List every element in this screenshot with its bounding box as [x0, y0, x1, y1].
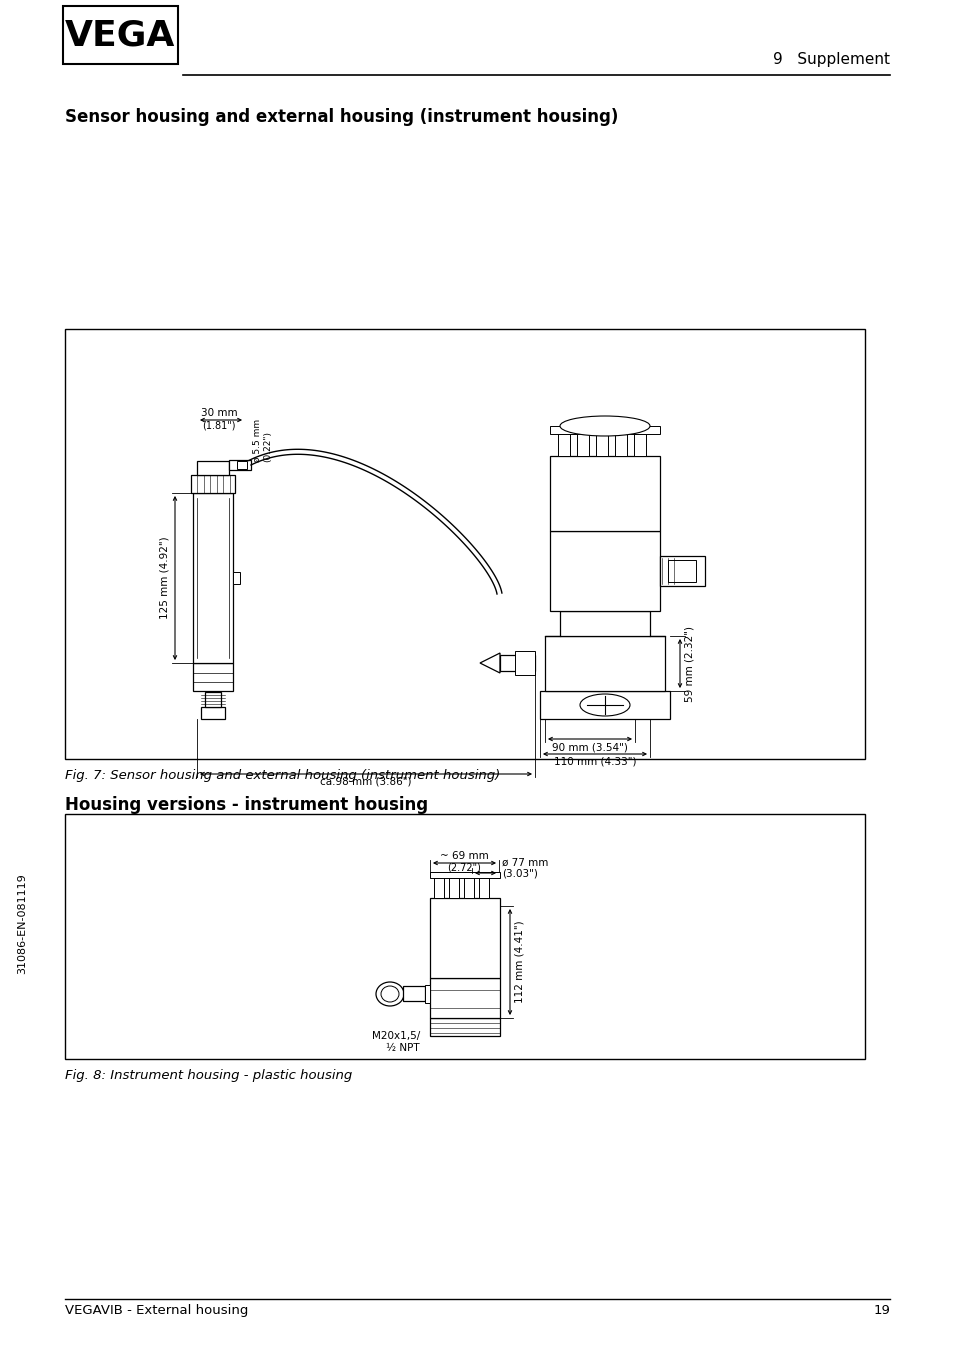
Text: 31086-EN-081119: 31086-EN-081119 [17, 873, 27, 975]
Text: Fig. 8: Instrument housing - plastic housing: Fig. 8: Instrument housing - plastic hou… [65, 1070, 352, 1082]
Text: ~ 69 mm: ~ 69 mm [439, 852, 488, 861]
Text: (2.72"): (2.72") [447, 862, 480, 872]
Text: ø 5.5 mm
(0.22"): ø 5.5 mm (0.22") [253, 418, 273, 462]
Bar [577, 435, 588, 456]
Bar [659, 556, 704, 586]
Bar [196, 460, 229, 475]
Text: M20x1,5/
½ NPT: M20x1,5/ ½ NPT [372, 1030, 419, 1052]
Bar [544, 636, 664, 691]
Bar [596, 435, 607, 456]
Bar [667, 561, 696, 582]
Ellipse shape [375, 982, 403, 1006]
Ellipse shape [559, 416, 649, 436]
Text: VEGA: VEGA [65, 18, 175, 51]
Text: 90 mm (3.54"): 90 mm (3.54") [552, 742, 627, 751]
Text: 59 mm (2.32"): 59 mm (2.32") [684, 626, 695, 701]
Bar [236, 460, 247, 468]
Bar [558, 435, 569, 456]
Bar [559, 611, 649, 636]
Bar [539, 691, 669, 719]
Bar [478, 877, 489, 898]
Bar [430, 978, 499, 1018]
Ellipse shape [380, 986, 398, 1002]
Text: 110 mm (4.33"): 110 mm (4.33") [553, 757, 636, 766]
Bar [430, 872, 499, 877]
Bar [434, 877, 443, 898]
Bar [550, 427, 659, 435]
Bar [193, 663, 233, 691]
Polygon shape [479, 653, 499, 673]
Text: VEGAVIB - External housing: VEGAVIB - External housing [65, 1304, 248, 1317]
Bar [424, 984, 430, 1003]
Bar [615, 435, 626, 456]
Bar [550, 531, 659, 611]
Bar [449, 877, 458, 898]
Bar [634, 435, 645, 456]
Bar [499, 655, 535, 672]
Bar [233, 571, 240, 584]
Bar [430, 1018, 499, 1036]
Bar [193, 493, 233, 663]
Bar [229, 460, 251, 470]
Text: Sensor housing and external housing (instrument housing): Sensor housing and external housing (ins… [65, 108, 618, 126]
Text: ø 77 mm
(3.03"): ø 77 mm (3.03") [501, 857, 548, 879]
Bar [65, 329, 864, 760]
Text: Housing versions - instrument housing: Housing versions - instrument housing [65, 796, 428, 814]
Bar [463, 877, 474, 898]
Bar [205, 692, 221, 707]
Text: 30 mm: 30 mm [200, 408, 237, 418]
Text: ca.98 mm (3.86"): ca.98 mm (3.86") [320, 777, 412, 787]
Ellipse shape [579, 695, 629, 716]
Bar [201, 707, 225, 719]
Text: Fig. 7: Sensor housing and external housing (instrument housing): Fig. 7: Sensor housing and external hous… [65, 769, 499, 783]
Text: 112 mm (4.41"): 112 mm (4.41") [515, 921, 524, 1003]
Bar [430, 898, 499, 978]
Bar [550, 456, 659, 531]
Bar [402, 986, 424, 1001]
Bar [515, 651, 535, 676]
Text: (1.81"): (1.81") [202, 421, 235, 431]
Text: 9   Supplement: 9 Supplement [772, 51, 889, 66]
Bar [65, 814, 864, 1059]
Bar [63, 5, 178, 64]
Text: 125 mm (4.92"): 125 mm (4.92") [160, 536, 170, 619]
Text: 19: 19 [872, 1304, 889, 1317]
Bar [191, 475, 234, 493]
